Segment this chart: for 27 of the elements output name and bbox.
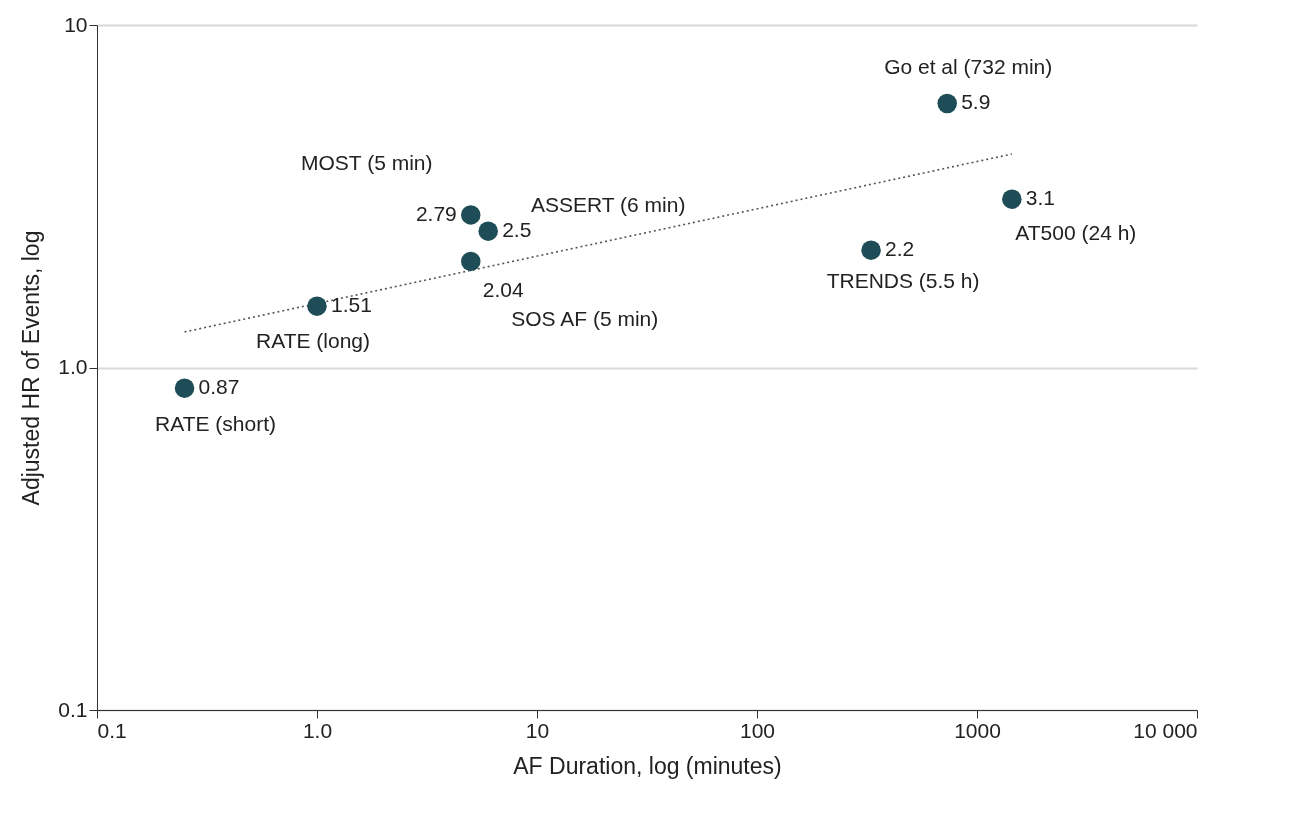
- x-tick-label: 1.0: [302, 718, 333, 742]
- annotation: AT500 (24 h): [1015, 221, 1137, 245]
- data-label: 1.51: [331, 293, 372, 317]
- data-label: 3.1: [1025, 186, 1056, 210]
- x-tick-label: 10: [525, 718, 550, 742]
- y-tick-label: 1.0: [58, 355, 88, 378]
- x-tick-label: 0.1: [97, 718, 127, 742]
- data-label: 5.9: [961, 90, 991, 114]
- x-tick-label: 1000: [954, 718, 1001, 742]
- x-axis-title: AF Duration, log (minutes): [513, 752, 782, 779]
- x-tick-label: 10 000: [1133, 718, 1198, 742]
- annotation: MOST (5 min): [301, 150, 433, 174]
- y-tick-label: 0.1: [58, 697, 88, 721]
- annotation: TRENDS (5.5 h): [826, 269, 980, 293]
- annotation: RATE (short): [155, 412, 277, 436]
- x-tick-label: 100: [739, 718, 776, 742]
- data-label: 0.87: [198, 375, 240, 399]
- annotation: SOS AF (5 min): [511, 307, 659, 331]
- data-label: 2.2: [885, 237, 915, 261]
- annotation: ASSERT (6 min): [530, 193, 686, 217]
- annotation: Go et al (732 min): [884, 55, 1053, 79]
- y-axis-title: Adjusted HR of Events, log: [18, 230, 45, 506]
- annotation: RATE (long): [256, 329, 370, 353]
- data-label: 2.5: [502, 218, 532, 242]
- y-tick-label: 10: [64, 12, 88, 36]
- data-label: 2.04: [482, 278, 524, 302]
- data-label: 2.79: [415, 201, 457, 225]
